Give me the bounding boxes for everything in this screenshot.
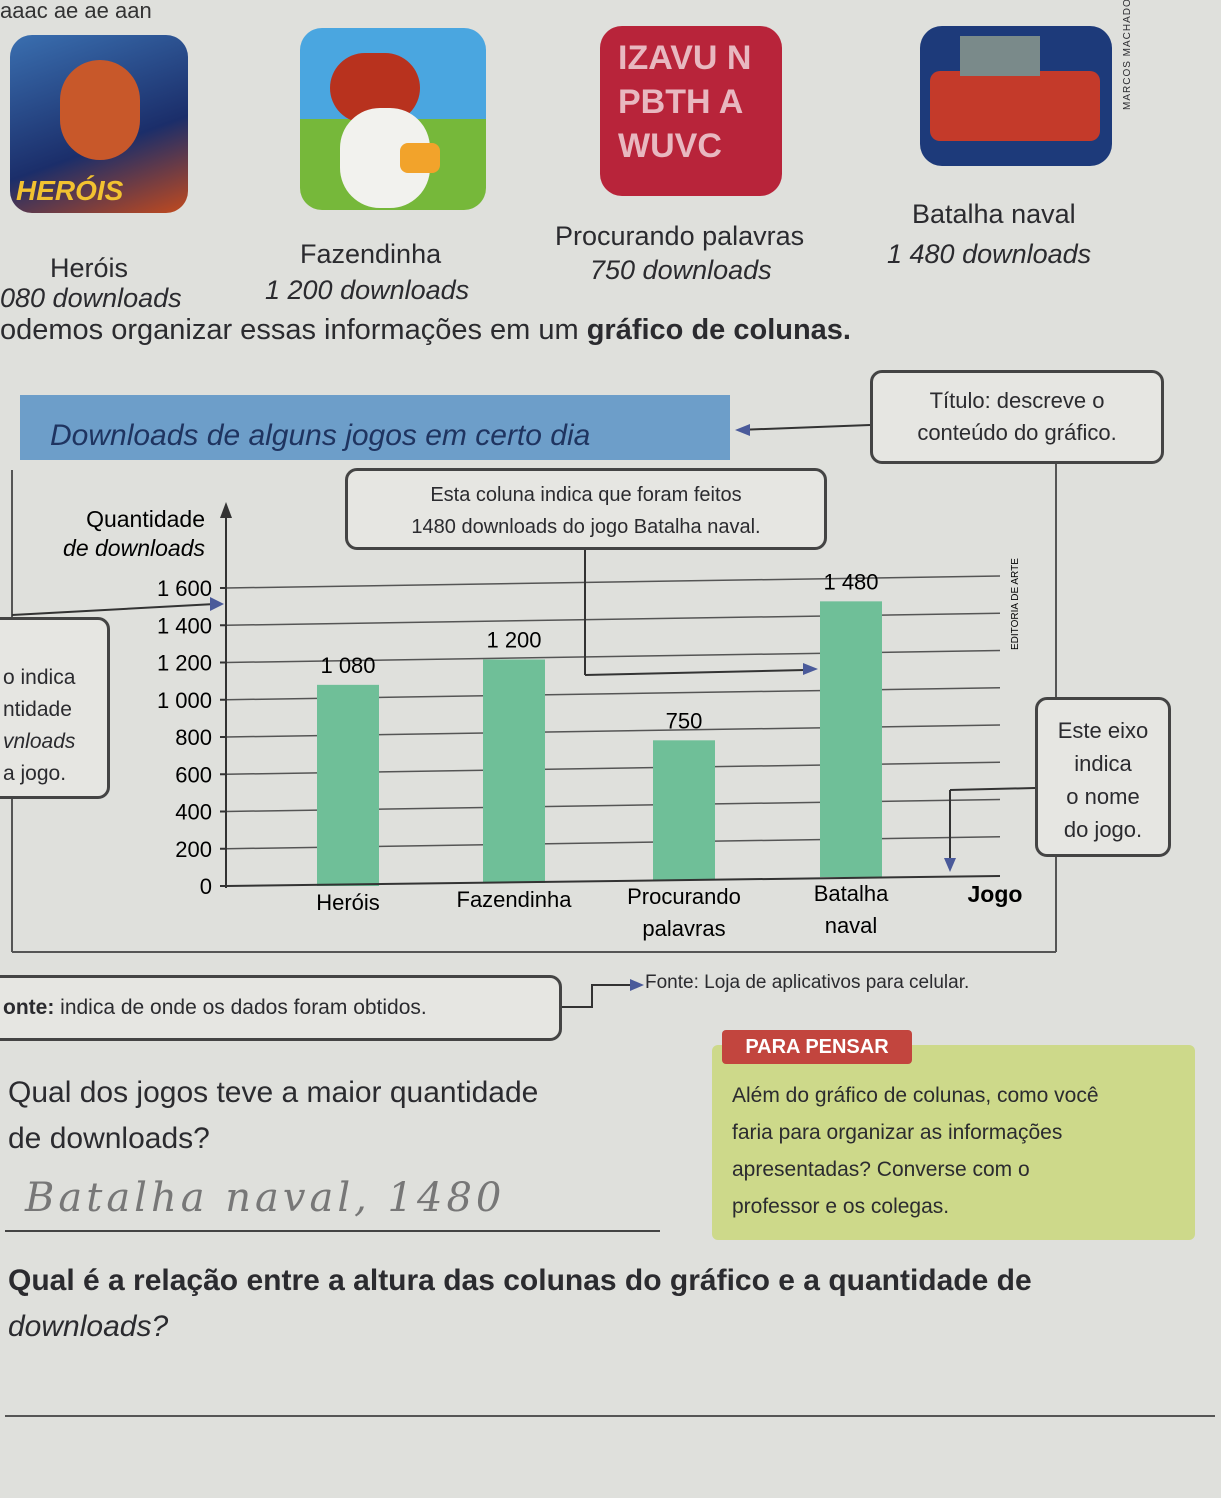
intro-text: odemos organizar essas informações em um…	[0, 314, 851, 346]
para-pensar-line: Além do gráfico de colunas, como você	[732, 1084, 1099, 1107]
game-name-procurando: Procurando palavras	[555, 221, 805, 251]
para-pensar-box: Além do gráfico de colunas, como você fa…	[712, 1045, 1195, 1240]
bar	[483, 659, 545, 883]
x-axis	[225, 875, 1001, 887]
procurando-palavras-app-icon: IZAVU NPBTH AWUVC	[600, 26, 782, 196]
gridline	[225, 612, 1001, 626]
y-tick-label: 200	[175, 837, 212, 862]
bar	[317, 684, 379, 886]
herois-icon-logo: HERÓIS	[16, 175, 124, 206]
y-tick-label: 400	[175, 800, 212, 825]
question-1-line: de downloads?	[8, 1122, 210, 1155]
intro-bold: gráfico de colunas.	[586, 314, 851, 346]
y-axis-callout: o indica ntidade vnloads a jogo.	[0, 617, 110, 799]
column-callout-line: 1480 downloads do jogo Batalha naval.	[411, 516, 761, 538]
title-callout-line: conteúdo do gráfico.	[917, 420, 1117, 445]
batalha-naval-app-icon	[920, 26, 1112, 166]
x-axis-callout: Este eixo indica o nome do jogo.	[1035, 697, 1171, 857]
game-downloads-procurando: 750 downloads	[590, 255, 772, 285]
chart-source: Fonte: Loja de aplicativos para celular.	[645, 972, 970, 993]
y-axis-callout-line: a jogo.	[3, 762, 67, 785]
fazendinha-app-icon	[300, 28, 486, 210]
y-axis-label-2: de downloads	[63, 535, 205, 561]
callout-connectors	[11, 424, 1036, 862]
x-tick-label: palavras	[642, 916, 725, 941]
y-axis-callout-line: ntidade	[3, 698, 72, 721]
bar	[653, 740, 715, 880]
x-tick-label: Batalha	[814, 881, 889, 906]
chart-title: Downloads de alguns jogos em certo dia	[50, 419, 590, 452]
question-2-line: downloads?	[8, 1310, 169, 1343]
bar-value-label: 1 200	[486, 628, 541, 653]
arrow-to-y-axis	[210, 597, 224, 611]
arrow-to-title	[735, 424, 750, 436]
arrow-to-column	[803, 663, 818, 675]
chart-credit: EDITORIA DE ARTE	[1010, 558, 1021, 650]
title-callout-line: Título: descreve o	[929, 388, 1105, 413]
arrow-to-x-axis	[944, 858, 956, 872]
source-callout-label: onte:	[3, 996, 55, 1019]
question-2: Qual é a relação entre a altura das colu…	[8, 1258, 1032, 1350]
title-callout: Título: descreve o conteúdo do gráfico.	[870, 370, 1164, 464]
bar-value-label: 1 480	[823, 569, 878, 594]
x-tick-label: Heróis	[316, 890, 380, 915]
column-callout: Esta coluna indica que foram feitos 1480…	[345, 468, 827, 550]
y-tick-label: 600	[175, 762, 212, 787]
source-callout: onte: indica de onde os dados foram obti…	[0, 975, 562, 1041]
y-axis-callout-line: vnloads	[3, 730, 76, 753]
y-axis-label-1: Quantidade	[86, 506, 205, 532]
game-downloads-herois: 080 downloads	[0, 283, 182, 313]
question-1-line: Qual dos jogos teve a maior quantidade	[8, 1076, 539, 1109]
x-axis-label: Jogo	[968, 881, 1023, 907]
x-tick-label: Procurando	[627, 884, 741, 909]
herois-app-icon: HERÓIS	[10, 35, 188, 213]
para-pensar-line: faria para organizar as informações	[732, 1121, 1063, 1144]
para-pensar-line: professor e os colegas.	[732, 1195, 950, 1218]
question-2-line: Qual é a relação entre a altura das colu…	[8, 1264, 1032, 1297]
chart-title-banner	[20, 395, 730, 460]
question-1: Qual dos jogos teve a maior quantidade d…	[8, 1070, 538, 1162]
y-tick-label: 1 000	[157, 688, 212, 713]
game-name-batalha: Batalha naval	[912, 199, 1076, 229]
x-tick-label: naval	[825, 913, 878, 938]
y-tick-label: 1 200	[157, 651, 212, 676]
game-downloads-fazendinha: 1 200 downloads	[265, 275, 470, 305]
source-callout-desc: indica de onde os dados foram obtidos.	[54, 996, 427, 1019]
intro-plain: odemos organizar essas informações em um	[0, 314, 587, 346]
answer-2-line[interactable]	[5, 1415, 1215, 1417]
column-callout-line: Esta coluna indica que foram feitos	[430, 484, 742, 506]
bar	[820, 601, 882, 877]
x-axis-callout-line: do jogo.	[1063, 817, 1143, 842]
bar-value-label: 750	[666, 708, 703, 733]
para-pensar-text: Além do gráfico de colunas, como você fa…	[732, 1077, 1099, 1225]
x-axis-callout-line: Este eixo	[1057, 718, 1149, 743]
photo-credit: MARCOS MACHADO	[1122, 0, 1133, 110]
y-tick-label: 800	[175, 725, 212, 750]
source-connector	[562, 979, 644, 1008]
header-fragment: aaac ae ae aan	[0, 0, 152, 23]
y-tick-label: 0	[200, 874, 212, 899]
game-downloads-batalha: 1 480 downloads	[887, 239, 1092, 269]
y-axis-arrow	[220, 502, 232, 518]
y-tick-label: 1 400	[157, 613, 212, 638]
game-name-fazendinha: Fazendinha	[300, 239, 442, 269]
y-axis-callout-line: o indica	[3, 666, 76, 689]
x-axis-callout-line: indica	[1074, 751, 1132, 776]
answer-1-line	[5, 1230, 660, 1232]
para-pensar-badge: PARA PENSAR	[722, 1030, 912, 1064]
x-axis-callout-line: o nome	[1066, 784, 1140, 809]
x-tick-label: Fazendinha	[457, 887, 573, 912]
column-chart: Downloads de alguns jogos em certo dia Q…	[11, 395, 1057, 953]
bar-value-label: 1 080	[320, 653, 375, 678]
game-name-herois: Heróis	[50, 253, 129, 283]
para-pensar-line: apresentadas? Converse com o	[732, 1158, 1030, 1181]
gridline	[225, 575, 1001, 589]
y-tick-label: 1 600	[157, 576, 212, 601]
answer-1-handwritten[interactable]: Batalha naval, 1480	[25, 1175, 506, 1221]
